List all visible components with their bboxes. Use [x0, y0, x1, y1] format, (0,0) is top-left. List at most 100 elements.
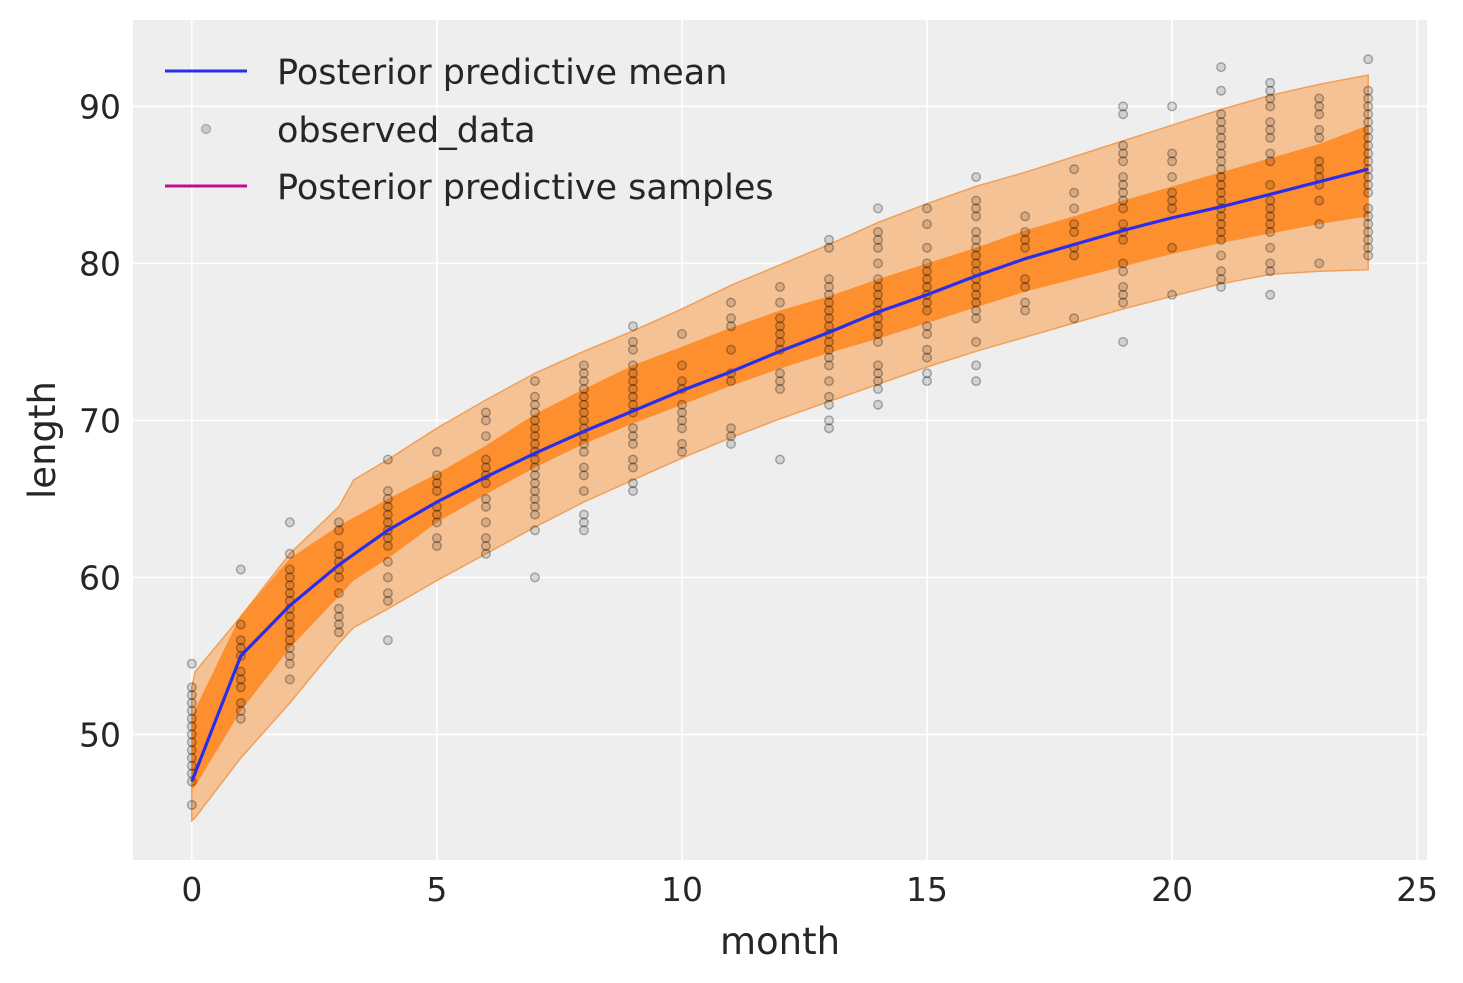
observed-point — [1118, 148, 1129, 159]
observed-point — [382, 556, 393, 567]
observed-point — [1216, 187, 1227, 198]
observed-point — [235, 698, 246, 709]
observed-point — [628, 384, 639, 395]
observed-point — [1020, 226, 1031, 237]
observed-point — [677, 360, 688, 371]
observed-point — [1363, 179, 1374, 190]
observed-point — [1363, 148, 1374, 159]
observed-point — [382, 635, 393, 646]
observed-point — [1363, 54, 1374, 65]
observed-point — [1069, 219, 1080, 230]
observed-point — [726, 423, 737, 434]
observed-point — [1314, 219, 1325, 230]
y-tick-label: 60 — [79, 558, 121, 597]
observed-point — [971, 305, 982, 316]
observed-point — [824, 415, 835, 426]
observed-point — [824, 423, 835, 434]
observed-point — [971, 281, 982, 292]
observed-point — [873, 297, 884, 308]
y-tick-labels: 50 60 70 80 90 — [79, 87, 121, 754]
observed-point — [235, 619, 246, 630]
observed-point — [382, 588, 393, 599]
observed-point — [1167, 148, 1178, 159]
observed-point — [1118, 101, 1129, 112]
observed-point — [628, 336, 639, 347]
observed-point — [628, 368, 639, 379]
observed-point — [873, 376, 884, 387]
observed-point — [1265, 179, 1276, 190]
observed-point — [186, 800, 197, 811]
observed-point — [529, 493, 540, 504]
observed-point — [1265, 226, 1276, 237]
observed-point — [824, 281, 835, 292]
observed-point — [529, 415, 540, 426]
observed-point — [628, 438, 639, 449]
observed-point — [971, 234, 982, 245]
observed-point — [922, 297, 933, 308]
observed-point — [235, 705, 246, 716]
observed-point — [1069, 187, 1080, 198]
observed-point — [775, 297, 786, 308]
observed-point — [578, 407, 589, 418]
observed-point — [922, 352, 933, 363]
observed-point — [1216, 234, 1227, 245]
observed-point — [775, 368, 786, 379]
observed-point — [578, 376, 589, 387]
observed-point — [1314, 258, 1325, 269]
observed-point — [578, 384, 589, 395]
observed-point — [726, 376, 737, 387]
observed-point — [431, 541, 442, 552]
observed-point — [824, 289, 835, 300]
observed-point — [1363, 85, 1374, 96]
x-tick-label: 5 — [426, 870, 447, 909]
observed-point — [677, 376, 688, 387]
observed-point — [726, 344, 737, 355]
observed-point — [1118, 187, 1129, 198]
observed-point — [971, 171, 982, 182]
observed-point — [529, 572, 540, 583]
observed-point — [1363, 124, 1374, 135]
observed-point — [382, 541, 393, 552]
observed-point — [922, 258, 933, 269]
observed-point — [284, 580, 295, 591]
observed-point — [1363, 203, 1374, 214]
observed-point — [628, 431, 639, 442]
observed-point — [1314, 132, 1325, 143]
observed-point — [1265, 77, 1276, 88]
observed-point — [775, 384, 786, 395]
observed-point — [529, 399, 540, 410]
observed-point — [628, 423, 639, 434]
observed-point — [873, 336, 884, 347]
observed-point — [235, 643, 246, 654]
observed-point — [480, 478, 491, 489]
x-tick-label: 10 — [661, 870, 703, 909]
observed-point — [873, 281, 884, 292]
observed-point — [529, 462, 540, 473]
observed-point — [382, 572, 393, 583]
observed-point — [824, 234, 835, 245]
observed-point — [529, 391, 540, 402]
observed-point — [922, 321, 933, 332]
observed-point — [628, 360, 639, 371]
observed-point — [529, 423, 540, 434]
observed-point — [1216, 164, 1227, 175]
observed-point — [824, 376, 835, 387]
observed-point — [1363, 117, 1374, 128]
observed-point — [382, 595, 393, 606]
observed-point — [431, 446, 442, 457]
observed-point — [1216, 171, 1227, 182]
observed-point — [1314, 164, 1325, 175]
observed-point — [824, 297, 835, 308]
observed-point — [971, 226, 982, 237]
observed-point — [529, 486, 540, 497]
observed-point — [873, 321, 884, 332]
observed-point — [971, 195, 982, 206]
observed-point — [382, 533, 393, 544]
observed-point — [284, 588, 295, 599]
observed-point — [1118, 258, 1129, 269]
observed-point — [1118, 195, 1129, 206]
observed-point — [1118, 297, 1129, 308]
observed-point — [971, 211, 982, 222]
observed-point — [873, 360, 884, 371]
